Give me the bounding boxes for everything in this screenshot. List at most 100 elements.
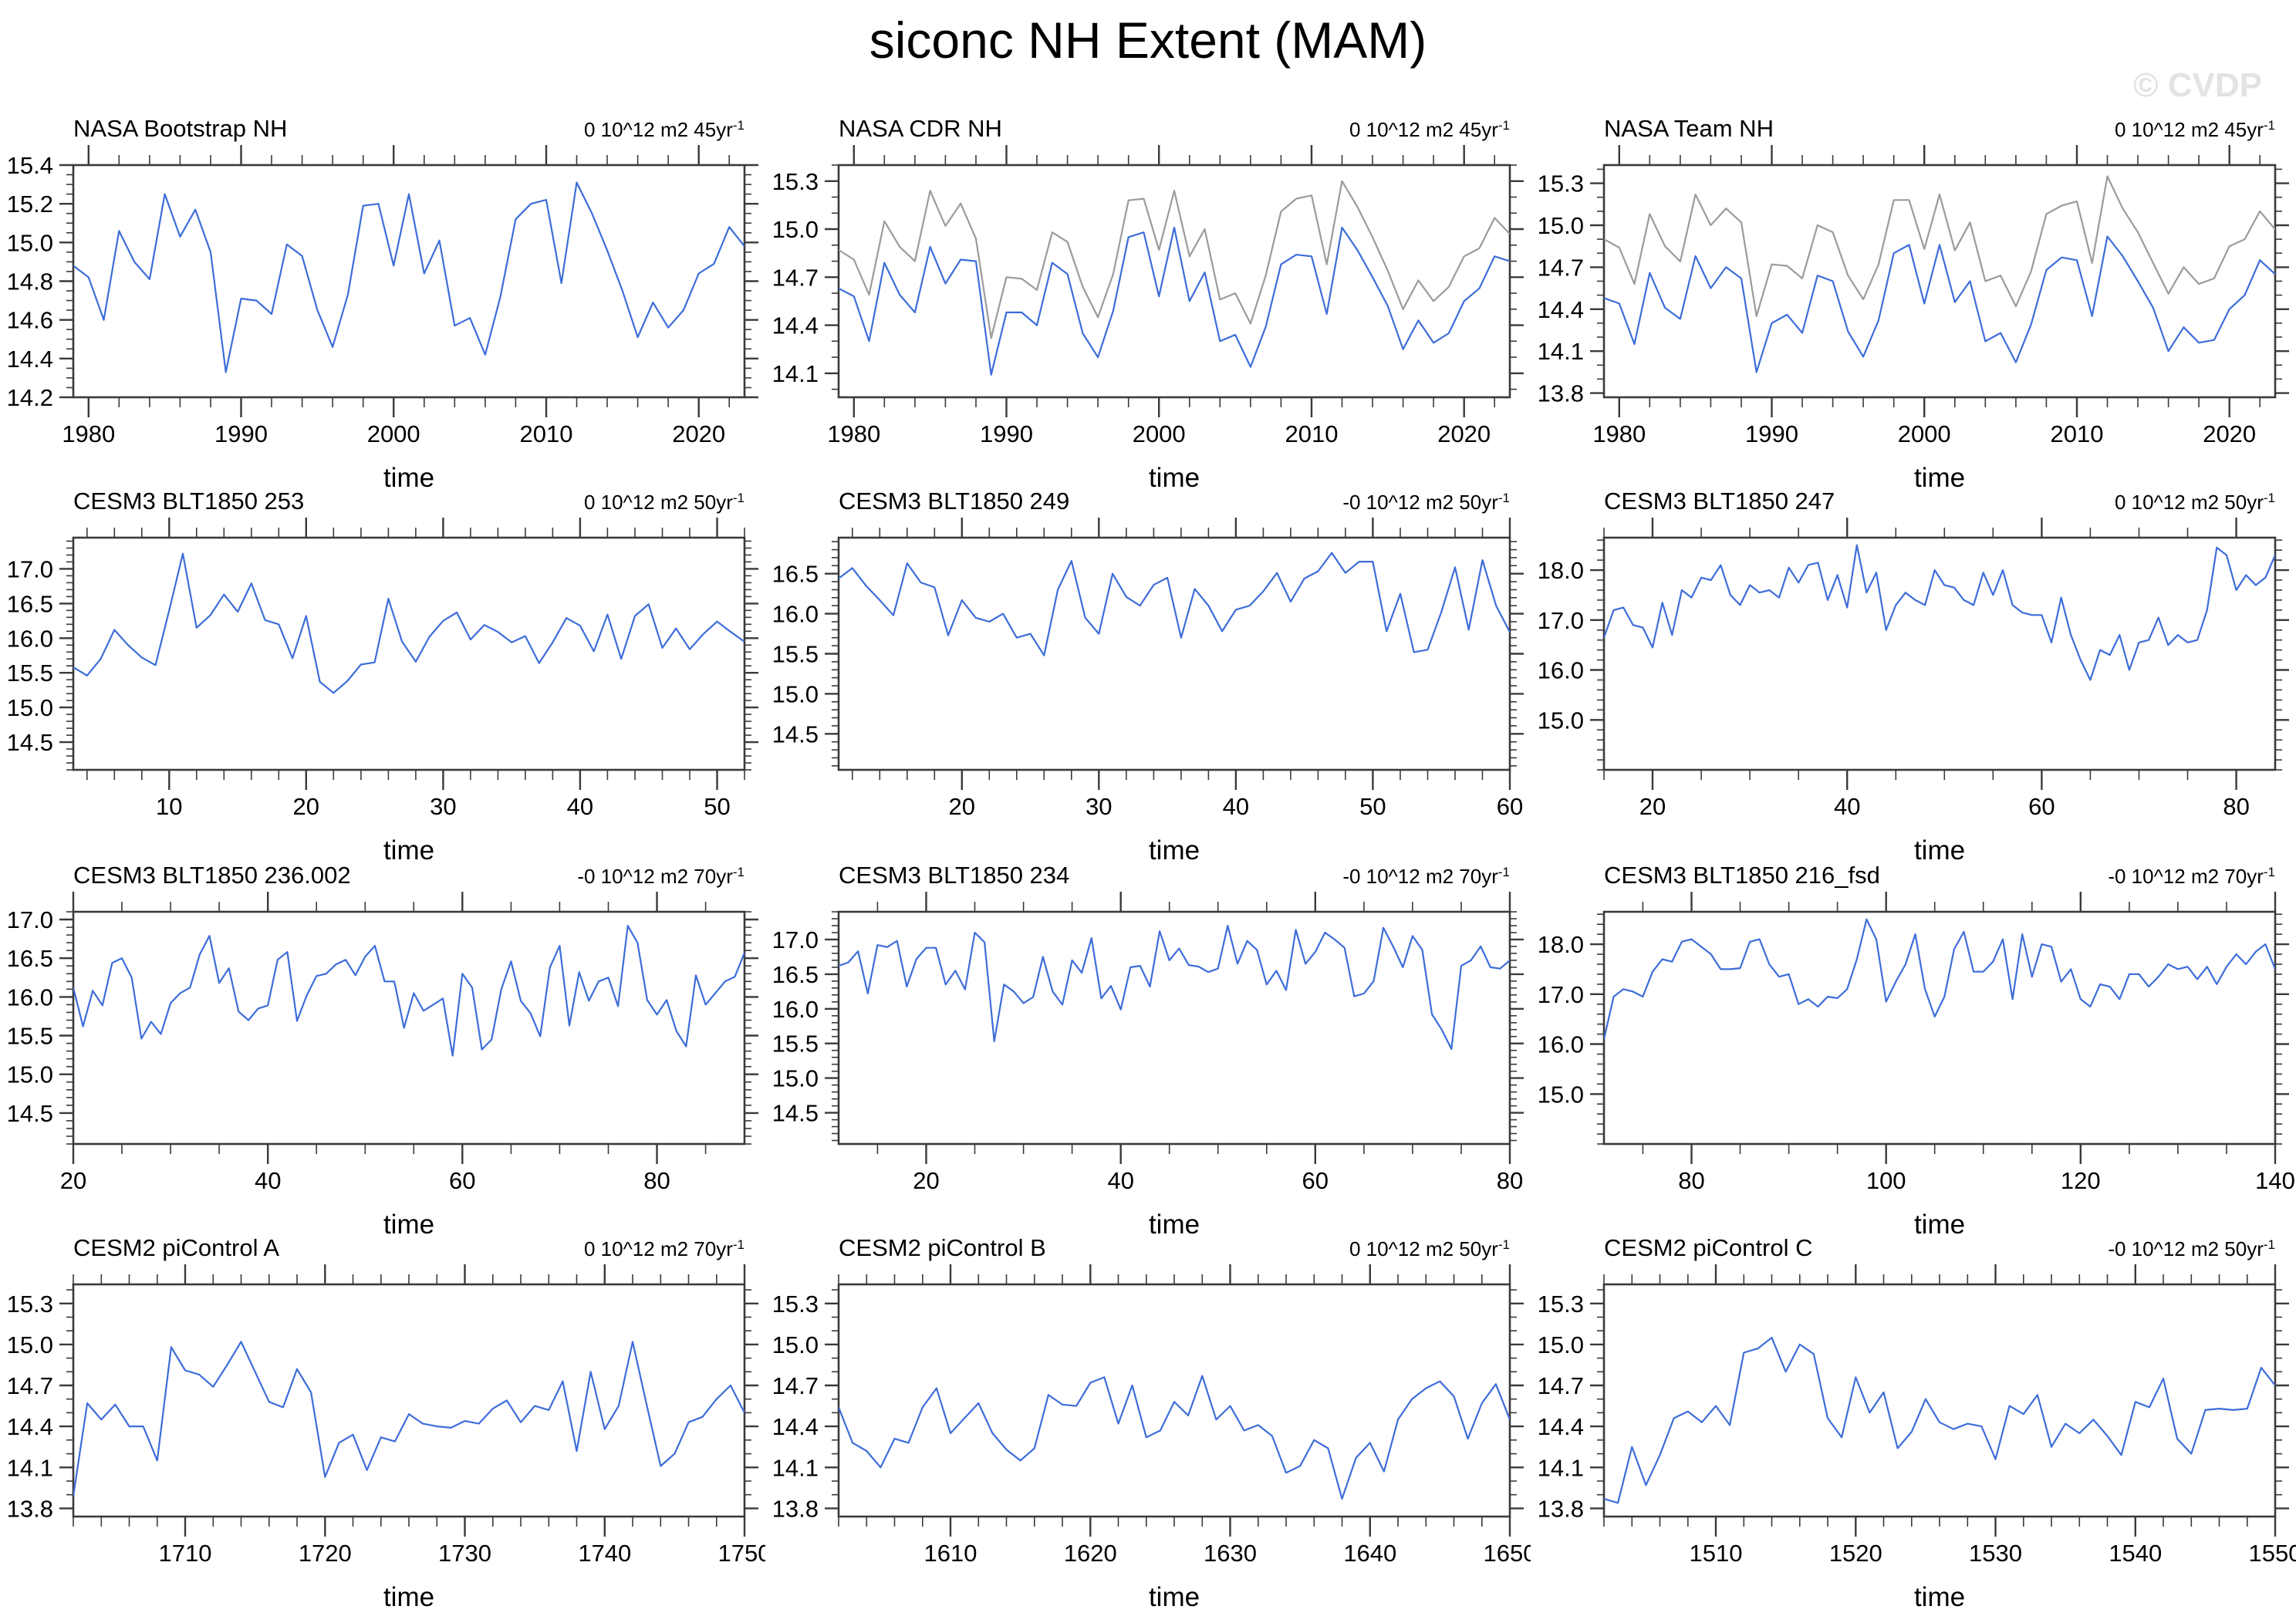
data-line-blue [1604, 918, 2275, 1040]
svg-text:1740: 1740 [578, 1540, 631, 1567]
x-tick-labels: 1710 1720 1730 1740 1750 [159, 1540, 772, 1567]
plot-box [1602, 1283, 2277, 1518]
svg-text:15.0: 15.0 [1538, 1331, 1584, 1358]
chart-title: CESM2 piControl C [1604, 1238, 1812, 1261]
svg-text:15.0: 15.0 [7, 694, 53, 721]
svg-text:100: 100 [1866, 1167, 1906, 1194]
svg-text:15.0: 15.0 [772, 1331, 819, 1358]
x-ticks [87, 145, 731, 417]
y-tick-labels: 14.2 14.4 14.6 14.8 15.0 15.2 15.4 [7, 152, 53, 411]
chart-canvas: 20 30 40 50 60 14.5 15.0 15.5 16.0 16.5 CESM3 BLT1… [772, 488, 1524, 865]
svg-text:2010: 2010 [520, 420, 573, 447]
y-ticks [59, 540, 758, 771]
x-axis-label: time [1149, 463, 1200, 493]
chart-panel: 20 40 60 80 14.5 15.0 15.5 16.0 16.5 17.0 CESM3 BL… [0, 862, 765, 1247]
data-line-blue [73, 552, 745, 694]
svg-text:14.1: 14.1 [1538, 1454, 1584, 1481]
y-ticks [59, 1289, 758, 1510]
y-tick-labels: 14.5 15.0 15.5 16.0 16.5 17.0 [772, 926, 819, 1127]
chart-annotation: 0 10^12 m2 50yr-1 [2115, 491, 2275, 514]
plot-box [72, 1283, 746, 1518]
svg-text:1980: 1980 [1592, 420, 1646, 447]
svg-text:15.5: 15.5 [7, 1023, 53, 1050]
chart-canvas: 20 40 60 80 14.5 15.0 15.5 16.0 16.5 17.0 CESM3 BL… [7, 862, 758, 1240]
data-line-blue [1604, 1337, 2275, 1504]
chart-panel: 1710 1720 1730 1740 1750 13.8 14.1 14.4 14.7 15.0… [0, 1234, 772, 1619]
chart-panel: 20 40 60 80 15.0 16.0 17.0 18.0 CESM3 BLT1850 24… [1531, 488, 2296, 872]
y-tick-labels: 13.8 14.1 14.4 14.7 15.0 15.3 [7, 1291, 53, 1523]
y-tick-labels: 13.8 14.1 14.4 14.7 15.0 15.3 [1538, 1291, 1584, 1523]
y-tick-labels: 13.8 14.1 14.4 14.7 15.0 15.3 [772, 1291, 819, 1523]
y-tick-labels: 13.8 14.1 14.4 14.7 15.0 15.3 [1538, 170, 1584, 407]
chart-panel: 20 40 60 80 14.5 15.0 15.5 16.0 16.5 17.0 CESM3 BL… [765, 862, 1531, 1247]
x-axis-label: time [1914, 835, 1965, 865]
chart-title: CESM3 BLT1850 247 [1604, 491, 1835, 515]
svg-text:1550: 1550 [2249, 1540, 2296, 1567]
svg-text:1710: 1710 [159, 1540, 212, 1567]
svg-text:2020: 2020 [1437, 420, 1491, 447]
svg-text:14.5: 14.5 [7, 1100, 53, 1127]
svg-text:2000: 2000 [1898, 420, 1951, 447]
svg-text:15.5: 15.5 [7, 660, 53, 687]
x-tick-labels: 10 20 30 40 50 [156, 793, 731, 820]
x-ticks [852, 518, 1511, 790]
chart-canvas: 1710 1720 1730 1740 1750 13.8 14.1 14.4 14.7 15.0… [7, 1234, 772, 1612]
chart-canvas: 20 40 60 80 15.0 16.0 17.0 18.0 CESM3 BLT1850 24… [1538, 488, 2289, 865]
data-line-blue [1604, 235, 2275, 373]
x-ticks [1618, 145, 2261, 417]
svg-text:1640: 1640 [1343, 1540, 1396, 1567]
svg-text:14.4: 14.4 [1538, 296, 1584, 323]
x-ticks [853, 145, 1496, 417]
chart-canvas: 1980 1990 2000 2010 2020 14.2 14.4 14.6 14.8 15.0… [7, 115, 758, 493]
x-tick-labels: 1980 1990 2000 2010 2020 [62, 420, 725, 447]
chart-canvas: 1980 1990 2000 2010 2020 13.8 14.1 14.4 14.7 15.0… [1538, 115, 2289, 493]
chart-annotation: -0 10^12 m2 50yr-1 [1342, 491, 1510, 514]
data-line-blue [839, 552, 1510, 656]
chart-title: CESM3 BLT1850 234 [839, 865, 1069, 889]
x-tick-labels: 1980 1990 2000 2010 2020 [1592, 420, 2256, 447]
svg-text:14.4: 14.4 [7, 346, 53, 373]
chart-annotation: 0 10^12 m2 50yr-1 [584, 491, 745, 514]
chart-panel: 80 100 120 140 15.0 16.0 17.0 18.0 CESM3 BLT1850… [1531, 862, 2296, 1247]
chart-panel: 10 20 30 40 50 14.5 15.0 15.5 16.0 16.5 17.0 CESM3 … [0, 488, 765, 872]
data-line-blue [73, 1341, 745, 1496]
x-axis-label: time [1914, 1582, 1965, 1612]
y-ticks [59, 911, 758, 1145]
y-ticks [1590, 539, 2289, 771]
svg-text:17.0: 17.0 [772, 926, 819, 953]
svg-text:15.3: 15.3 [7, 1291, 53, 1318]
svg-text:16.5: 16.5 [772, 961, 819, 988]
x-ticks [73, 1264, 746, 1537]
y-ticks [825, 164, 1524, 390]
svg-text:13.8: 13.8 [772, 1495, 819, 1522]
svg-text:10: 10 [156, 793, 182, 820]
svg-text:14.1: 14.1 [772, 360, 819, 387]
chart-annotation: -0 10^12 m2 70yr-1 [2108, 865, 2275, 888]
svg-text:120: 120 [2061, 1167, 2101, 1194]
svg-text:2020: 2020 [672, 420, 725, 447]
data-line-blue [73, 181, 745, 373]
y-ticks [825, 1289, 1524, 1510]
chart-annotation: 0 10^12 m2 45yr-1 [2115, 119, 2275, 141]
svg-text:15.0: 15.0 [1538, 707, 1584, 734]
x-tick-labels: 1980 1990 2000 2010 2020 [827, 420, 1491, 447]
chart-annotation: 0 10^12 m2 45yr-1 [584, 119, 745, 141]
svg-text:14.1: 14.1 [772, 1454, 819, 1481]
x-ticks [86, 518, 745, 790]
svg-text:14.7: 14.7 [772, 264, 819, 291]
svg-text:2010: 2010 [2051, 420, 2104, 447]
svg-text:1520: 1520 [1829, 1540, 1882, 1567]
svg-text:14.4: 14.4 [1538, 1413, 1584, 1440]
data-line-gray [1604, 175, 2275, 317]
svg-text:1980: 1980 [827, 420, 880, 447]
svg-text:80: 80 [2223, 793, 2249, 820]
svg-text:17.0: 17.0 [1538, 981, 1584, 1008]
chart-title: CESM3 BLT1850 249 [839, 491, 1069, 515]
svg-text:14.4: 14.4 [772, 1413, 819, 1440]
x-tick-labels: 80 100 120 140 [1678, 1167, 2295, 1194]
x-tick-labels: 20 30 40 50 60 [949, 793, 1524, 820]
chart-annotation: 0 10^12 m2 50yr-1 [1349, 1238, 1510, 1260]
svg-text:80: 80 [643, 1167, 670, 1194]
data-line-blue [839, 226, 1510, 376]
svg-text:1750: 1750 [718, 1540, 765, 1567]
